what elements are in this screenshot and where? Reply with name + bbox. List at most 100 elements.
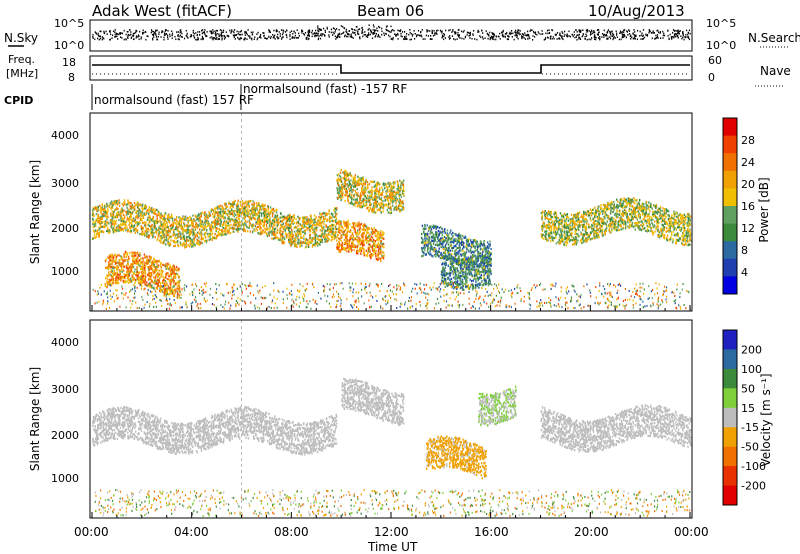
cell	[217, 216, 220, 219]
cell	[372, 202, 375, 205]
cell	[215, 220, 217, 223]
cell	[396, 206, 398, 209]
cell	[96, 209, 98, 213]
cell	[198, 213, 200, 216]
cell	[340, 186, 343, 190]
cell	[378, 236, 380, 239]
cell	[375, 249, 377, 253]
cell	[394, 195, 396, 199]
cell	[226, 229, 228, 232]
cell	[115, 219, 117, 222]
cell	[136, 231, 139, 234]
sky-point	[186, 32, 188, 35]
cell	[229, 227, 232, 230]
cell	[236, 219, 238, 222]
cell	[342, 227, 344, 230]
cell	[387, 206, 390, 209]
cell	[319, 221, 321, 224]
sky-point	[362, 35, 364, 38]
cell	[359, 182, 361, 185]
cell	[190, 240, 192, 243]
cell	[352, 243, 354, 246]
cell	[238, 224, 240, 227]
cell	[340, 190, 342, 193]
cell	[115, 226, 117, 229]
sky-point	[649, 30, 651, 33]
sky-point	[643, 36, 645, 39]
sky-point	[386, 25, 388, 27]
cell	[110, 221, 112, 224]
cell	[178, 232, 180, 235]
cell	[352, 180, 354, 183]
cell	[242, 217, 244, 220]
sky-point	[448, 36, 450, 38]
cell	[374, 198, 376, 201]
cell	[372, 253, 374, 257]
sky-point	[528, 35, 530, 38]
cell	[121, 223, 123, 226]
cell	[199, 242, 201, 246]
sky-point	[224, 35, 226, 38]
cell	[359, 196, 362, 199]
cell	[293, 226, 295, 229]
cell	[360, 222, 362, 226]
sky-point	[626, 30, 628, 32]
sky-point	[443, 35, 445, 38]
cell	[150, 231, 153, 234]
cell	[372, 249, 374, 252]
cell	[221, 215, 224, 218]
sky-point	[359, 28, 361, 30]
cell	[398, 195, 400, 198]
cell	[304, 232, 306, 235]
cell	[143, 232, 145, 235]
sky-point	[199, 31, 201, 33]
cell	[167, 230, 169, 233]
sky-point	[190, 35, 192, 38]
sky-point	[264, 37, 266, 39]
cell	[337, 221, 340, 224]
cell	[160, 239, 162, 242]
sky-point	[534, 31, 537, 34]
sky-point	[397, 34, 399, 36]
cell	[225, 202, 227, 206]
cell	[158, 230, 160, 233]
cell	[233, 230, 235, 233]
cell	[149, 231, 152, 234]
cell	[284, 232, 287, 235]
sky-point	[673, 35, 676, 37]
cell	[222, 222, 224, 226]
cell	[379, 233, 382, 236]
cell	[93, 225, 96, 228]
cell	[146, 235, 148, 238]
cell	[99, 217, 101, 220]
cell	[152, 215, 154, 218]
sky-point	[160, 36, 162, 38]
cell	[234, 209, 236, 212]
cell	[189, 224, 191, 227]
cell	[375, 203, 378, 206]
cell	[351, 226, 353, 229]
cell	[363, 232, 365, 235]
cell	[208, 233, 211, 237]
cell	[125, 210, 127, 213]
cell	[322, 215, 325, 219]
cell	[170, 235, 172, 238]
sky-point	[337, 34, 339, 37]
cell	[247, 230, 249, 233]
sky-point	[324, 29, 326, 32]
sky-point	[167, 38, 169, 40]
cell	[219, 232, 221, 235]
cell	[221, 231, 223, 234]
sky-point	[142, 29, 144, 32]
sky-point	[221, 37, 223, 40]
cell	[96, 229, 98, 233]
sky-point	[439, 29, 441, 32]
cell	[257, 232, 259, 235]
cell	[100, 217, 102, 220]
cell	[303, 242, 305, 245]
cell	[189, 229, 191, 232]
cell	[111, 204, 113, 207]
cell	[233, 222, 235, 225]
cell	[337, 234, 339, 237]
sky-point	[474, 38, 476, 40]
